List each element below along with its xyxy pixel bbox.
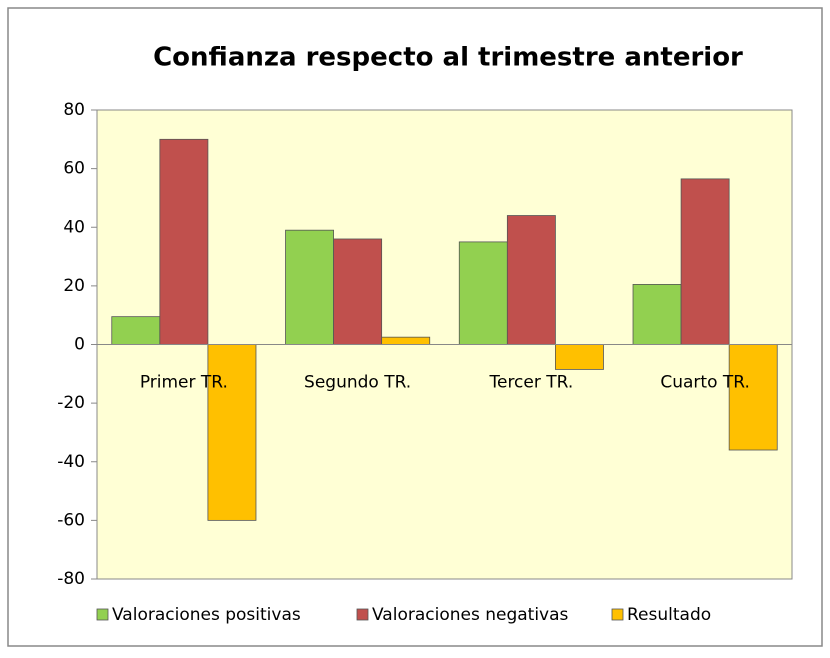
bar — [506, 215, 556, 345]
y-tick-label: 60 — [63, 159, 85, 179]
legend-label: Valoraciones positivas — [112, 605, 301, 625]
bar — [381, 336, 431, 345]
y-tick-label: 0 — [74, 335, 85, 355]
y-tick-label: 20 — [63, 276, 85, 296]
bar — [555, 344, 604, 370]
legend-swatch — [96, 608, 109, 621]
bar — [111, 316, 161, 345]
bar — [207, 344, 257, 521]
bar — [333, 238, 383, 345]
x-tick-label: Primer TR. — [140, 373, 228, 393]
bar — [728, 344, 778, 451]
legend-swatch — [611, 608, 624, 621]
y-tick-label: -80 — [57, 569, 85, 589]
bar — [159, 138, 209, 345]
y-tick-label: -40 — [57, 452, 85, 472]
chart-title: Confianza respecto al trimestre anterior — [153, 43, 743, 73]
x-tick-label: Cuarto TR. — [660, 373, 750, 393]
y-tick-label: 40 — [63, 217, 85, 237]
x-tick-label: Segundo TR. — [304, 373, 411, 393]
x-tick-label: Tercer TR. — [488, 373, 573, 393]
y-tick-label: -60 — [57, 510, 85, 530]
y-tick-label: 80 — [63, 100, 85, 120]
bar — [285, 229, 334, 345]
legend-label: Resultado — [627, 605, 711, 625]
legend-label: Valoraciones negativas — [372, 605, 569, 625]
legend-swatch — [356, 608, 369, 621]
y-tick-label: -20 — [57, 393, 85, 413]
bar — [632, 284, 682, 345]
bar — [458, 241, 508, 345]
bar — [680, 178, 730, 345]
